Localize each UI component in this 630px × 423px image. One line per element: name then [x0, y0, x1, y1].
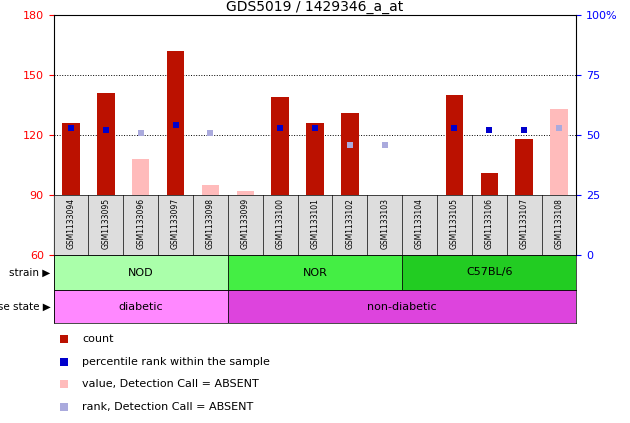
Point [135, 129, 146, 136]
Bar [132, 159, 149, 255]
Bar [62, 123, 79, 255]
Point [171, 122, 181, 129]
Text: GSM1133096: GSM1133096 [136, 198, 145, 249]
Text: rank, Detection Call = ABSENT: rank, Detection Call = ABSENT [83, 402, 253, 412]
Text: GSM1133098: GSM1133098 [206, 198, 215, 249]
Text: GSM1133103: GSM1133103 [381, 198, 389, 249]
Bar [306, 123, 324, 255]
Point [449, 124, 459, 131]
Bar [54, 290, 228, 323]
Bar [228, 290, 576, 323]
Text: GSM1133107: GSM1133107 [520, 198, 529, 249]
Bar [515, 139, 533, 255]
Text: value, Detection Call = ABSENT: value, Detection Call = ABSENT [83, 379, 259, 390]
Point [66, 124, 76, 131]
Bar [411, 247, 428, 255]
Text: disease state ▶: disease state ▶ [0, 302, 50, 311]
Text: percentile rank within the sample: percentile rank within the sample [83, 357, 270, 367]
Text: C57BL/6: C57BL/6 [466, 267, 513, 277]
Text: GSM1133106: GSM1133106 [485, 198, 494, 249]
Title: GDS5019 / 1429346_a_at: GDS5019 / 1429346_a_at [226, 0, 404, 14]
Bar [237, 191, 254, 255]
Bar [341, 113, 358, 255]
Bar [272, 97, 289, 255]
Point [101, 127, 111, 134]
Text: strain ▶: strain ▶ [9, 267, 50, 277]
Point [554, 124, 564, 131]
Text: GSM1133094: GSM1133094 [67, 198, 76, 249]
Bar [202, 185, 219, 255]
Point [205, 129, 215, 136]
Text: diabetic: diabetic [118, 302, 163, 311]
Bar [402, 255, 576, 290]
Bar [446, 95, 463, 255]
Bar [551, 109, 568, 255]
Text: GSM1133097: GSM1133097 [171, 198, 180, 249]
Text: count: count [83, 334, 114, 343]
Point [59, 404, 69, 411]
Text: GSM1133100: GSM1133100 [276, 198, 285, 249]
Text: GSM1133095: GSM1133095 [101, 198, 110, 249]
Point [59, 358, 69, 365]
Text: NOD: NOD [128, 267, 154, 277]
Bar [54, 255, 228, 290]
Point [59, 335, 69, 342]
Point [310, 124, 320, 131]
Text: GSM1133108: GSM1133108 [554, 198, 563, 249]
Point [59, 381, 69, 388]
Point [380, 141, 390, 148]
Text: non-diabetic: non-diabetic [367, 302, 437, 311]
Text: GSM1133099: GSM1133099 [241, 198, 249, 249]
Point [484, 127, 495, 134]
Text: GSM1133101: GSM1133101 [311, 198, 319, 249]
Bar [376, 249, 393, 255]
Text: GSM1133104: GSM1133104 [415, 198, 424, 249]
Bar [167, 51, 185, 255]
Text: GSM1133102: GSM1133102 [345, 198, 354, 249]
Bar [228, 255, 402, 290]
Text: NOR: NOR [302, 267, 328, 277]
Point [519, 127, 529, 134]
Point [275, 124, 285, 131]
Point [345, 141, 355, 148]
Text: GSM1133105: GSM1133105 [450, 198, 459, 249]
Bar [481, 173, 498, 255]
Bar [97, 93, 115, 255]
